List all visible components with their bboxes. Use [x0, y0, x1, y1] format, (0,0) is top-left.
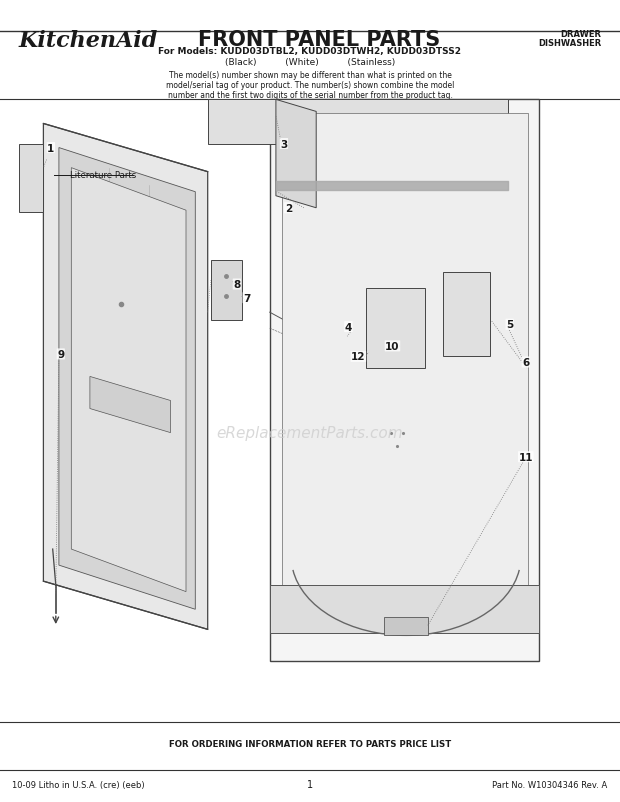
Polygon shape [270, 100, 539, 662]
Text: Part No. W10304346 Rev. A: Part No. W10304346 Rev. A [492, 780, 608, 789]
Text: 1: 1 [47, 144, 55, 153]
Text: Literature Parts: Literature Parts [70, 171, 136, 180]
Text: (Black)          (White)          (Stainless): (Black) (White) (Stainless) [225, 58, 395, 67]
Text: For Models: KUDD03DTBL2, KUDD03DTWH2, KUDD03DTSS2: For Models: KUDD03DTBL2, KUDD03DTWH2, KU… [159, 47, 461, 55]
Polygon shape [211, 261, 242, 321]
Text: 3: 3 [280, 140, 288, 149]
Text: The model(s) number shown may be different than what is printed on the
model/ser: The model(s) number shown may be differe… [166, 71, 454, 100]
Text: 1: 1 [307, 780, 313, 789]
Text: 12: 12 [351, 352, 366, 362]
Text: 10: 10 [385, 342, 400, 351]
Text: 9: 9 [57, 350, 64, 359]
Polygon shape [90, 377, 170, 433]
Polygon shape [208, 100, 508, 144]
Text: FOR ORDERING INFORMATION REFER TO PARTS PRICE LIST: FOR ORDERING INFORMATION REFER TO PARTS … [169, 739, 451, 748]
Text: KitchenAid: KitchenAid [19, 30, 158, 51]
Polygon shape [366, 289, 425, 369]
Polygon shape [282, 114, 528, 634]
Text: 2: 2 [285, 204, 292, 213]
Text: 10-09 Litho in U.S.A. (cre) (eeb): 10-09 Litho in U.S.A. (cre) (eeb) [12, 780, 145, 789]
Text: DISHWASHER: DISHWASHER [538, 39, 601, 48]
Polygon shape [59, 148, 195, 610]
Text: eReplacementParts.com: eReplacementParts.com [216, 426, 404, 440]
Text: 11: 11 [518, 452, 533, 462]
Polygon shape [19, 144, 43, 213]
Polygon shape [71, 168, 186, 592]
Text: 6: 6 [522, 358, 529, 367]
Text: 8: 8 [233, 280, 241, 290]
Text: 5: 5 [506, 320, 513, 330]
Text: FRONT PANEL PARTS: FRONT PANEL PARTS [198, 30, 441, 50]
Text: 4: 4 [345, 322, 352, 332]
Text: 7: 7 [243, 294, 250, 303]
Polygon shape [276, 100, 316, 209]
Polygon shape [443, 273, 490, 357]
Polygon shape [384, 618, 428, 635]
Polygon shape [43, 124, 208, 630]
Polygon shape [270, 585, 539, 634]
Text: DRAWER: DRAWER [560, 30, 601, 38]
